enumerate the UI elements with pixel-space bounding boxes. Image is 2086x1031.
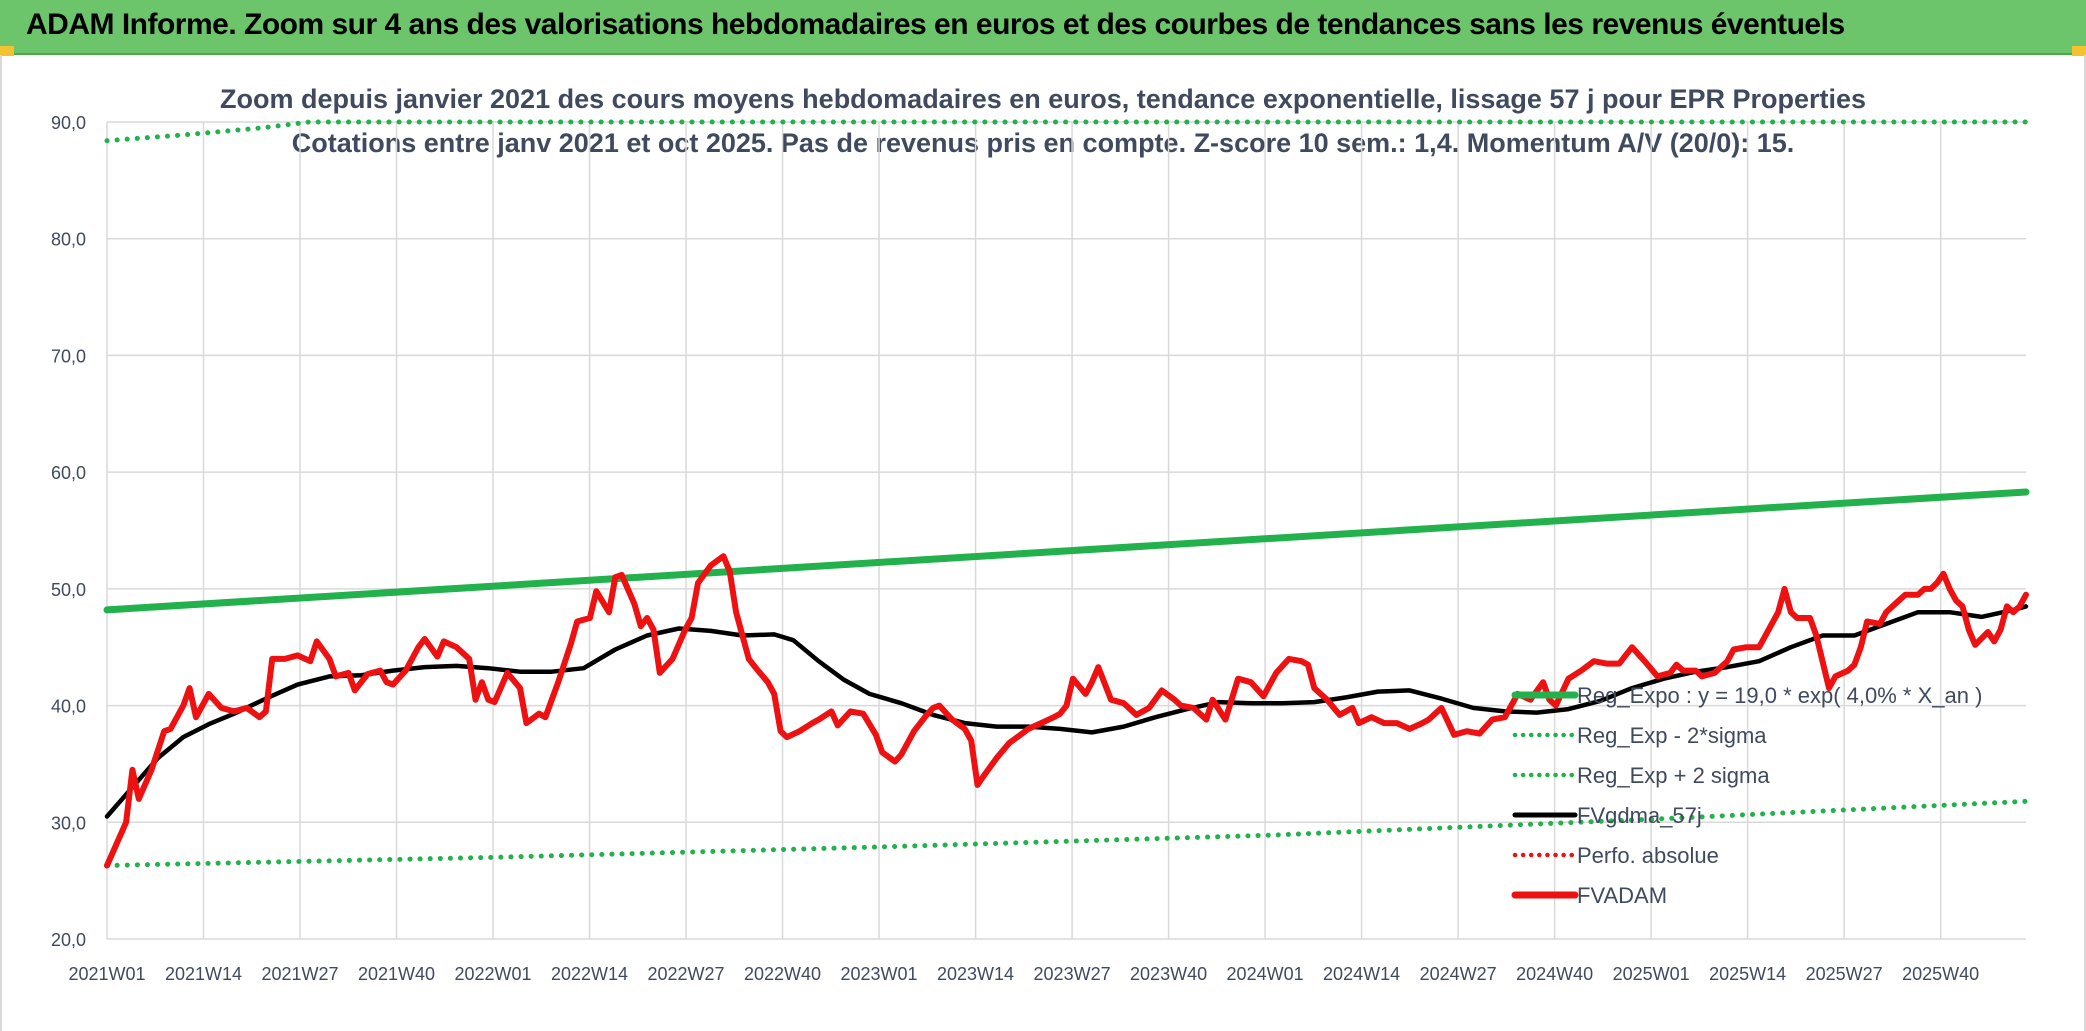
x-tick-label: 2023W14 — [937, 964, 1014, 984]
series-line-reg-exp-2-sigma — [104, 119, 2029, 144]
grid-lines — [106, 121, 2026, 940]
chart-subtitle-line-1: Zoom depuis janvier 2021 des cours moyen… — [220, 84, 1866, 114]
chart-frame — [0, 55, 2086, 1031]
x-tick-label: 2025W27 — [1806, 964, 1883, 984]
series-line-reg-expo-y-19-0-exp-4-0-x-an — [103, 488, 2030, 614]
x-axis-ticks: 2021W01 2021W14 2021W27 2021W40 2022W01 2022W… — [68, 964, 1979, 984]
report-title: ADAM Informe. Zoom sur 4 ans des valoris… — [26, 8, 1845, 41]
x-tick-label: 2021W01 — [68, 964, 145, 984]
legend-label: FVgdma_57j — [1577, 803, 1702, 828]
legend: Reg_Expo : y = 19,0 * exp( 4,0% * X_an )… — [1511, 683, 1982, 908]
corner-mark-right — [2072, 46, 2086, 56]
y-tick-label: 30,0 — [51, 813, 86, 833]
x-tick-label: 2022W40 — [744, 964, 821, 984]
x-tick-label: 2024W01 — [1227, 964, 1304, 984]
y-tick-label: 90,0 — [51, 113, 86, 133]
series-line-reg-exp-2-sigma — [104, 798, 2029, 868]
x-tick-label: 2025W01 — [1613, 964, 1690, 984]
series-line-fvadam — [104, 553, 2029, 869]
report-banner: ADAM Informe. Zoom sur 4 ans des valoris… — [0, 0, 2086, 55]
x-tick-label: 2021W14 — [165, 964, 242, 984]
corner-mark-left — [0, 46, 14, 56]
series-layer — [103, 119, 2030, 869]
y-tick-label: 50,0 — [51, 580, 86, 600]
x-tick-label: 2022W27 — [648, 964, 725, 984]
x-tick-label: 2021W27 — [261, 964, 338, 984]
y-tick-label: 40,0 — [51, 697, 86, 717]
x-tick-label: 2023W40 — [1130, 964, 1207, 984]
legend-label: Reg_Expo : y = 19,0 * exp( 4,0% * X_an ) — [1577, 683, 1982, 708]
x-tick-label: 2022W01 — [454, 964, 531, 984]
chart-subtitle-line-2: Cotations entre janv 2021 et oct 2025. P… — [292, 128, 1795, 158]
y-tick-label: 70,0 — [51, 346, 86, 366]
legend-label: Reg_Exp + 2 sigma — [1577, 763, 1770, 788]
x-tick-label: 2024W40 — [1516, 964, 1593, 984]
x-tick-label: 2025W40 — [1902, 964, 1979, 984]
x-tick-label: 2025W14 — [1709, 964, 1786, 984]
legend-label: Reg_Exp - 2*sigma — [1577, 723, 1767, 748]
x-tick-label: 2023W27 — [1034, 964, 1111, 984]
legend-label: Perfo. absolue — [1577, 843, 1719, 868]
x-tick-label: 2024W27 — [1420, 964, 1497, 984]
y-axis-ticks: 20,0 30,0 40,0 50,0 60,0 70,0 80,0 90,0 — [51, 113, 86, 950]
y-tick-label: 60,0 — [51, 463, 86, 483]
x-tick-label: 2023W01 — [841, 964, 918, 984]
legend-label: FVADAM — [1577, 883, 1667, 908]
x-tick-label: 2024W14 — [1323, 964, 1400, 984]
x-tick-label: 2022W14 — [551, 964, 628, 984]
y-tick-label: 20,0 — [51, 930, 86, 950]
y-tick-label: 80,0 — [51, 230, 86, 250]
x-tick-label: 2021W40 — [358, 964, 435, 984]
